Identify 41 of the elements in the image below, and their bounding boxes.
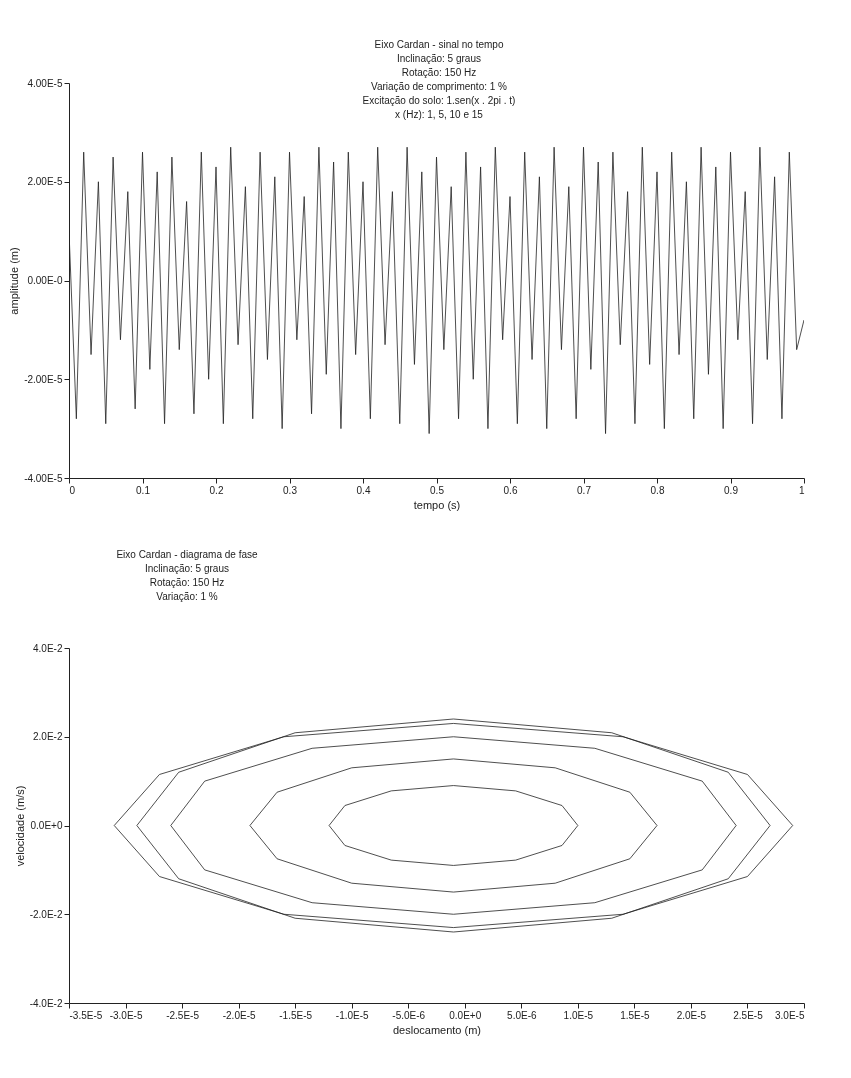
x-axis-title: deslocamento (m) [392, 1023, 482, 1036]
y-tick-label: -4.0E-2 [29, 997, 63, 1009]
x-tick-label: 2.0E-5 [676, 1009, 707, 1021]
x-tick-label: -2.0E-5 [222, 1009, 256, 1021]
y-tick-label: -4.00E-5 [24, 472, 63, 484]
x-tick-label: 0.5 [430, 484, 445, 496]
annotation: Eixo Cardan - sinal no tempo Inclinação: 5 graus Rotação: 150 Hz Variação de comprimento: 1 % Excitação do solo: 1.sen(x . 2pi . t) x (Hz): 1, 5, 10 e 15 [362, 39, 516, 120]
x-tick-label: 1.0E-5 [563, 1009, 594, 1021]
x-tick-label: 0.6 [503, 484, 518, 496]
x-tick-label: -1.0E-5 [335, 1009, 370, 1021]
y-tick-label: 4.00E-5 [27, 77, 63, 89]
y-tick-label: 2.00E-5 [27, 176, 63, 188]
x-tick-label: 5.0E-6 [507, 1009, 537, 1021]
x-tick-label: 0.8 [650, 484, 665, 496]
x-tick-label: 3.0E-5 [775, 1009, 805, 1021]
y-tick-label: -2.00E-5 [24, 373, 63, 385]
y-axis-title: velocidade (m/s) [13, 785, 26, 867]
y-tick-label: 4.0E-2 [33, 642, 63, 654]
x-tick-label: -1.5E-5 [279, 1009, 313, 1021]
x-tick-label: -3.5E-5 [69, 1009, 103, 1021]
x-tick-label: -5.0E-6 [392, 1009, 426, 1021]
y-tick-label: 0.0E+0 [30, 820, 63, 831]
y-tick-label: 2.0E-2 [33, 731, 63, 743]
x-axis-title: tempo (s) [413, 498, 461, 511]
x-tick-label: -2.5E-5 [166, 1009, 200, 1021]
x-tick-label: 0.1 [136, 484, 151, 496]
x-tick-label: 1.5E-5 [620, 1009, 651, 1021]
y-tick-label: -2.0E-2 [29, 908, 63, 920]
x-tick-label: 2.5E-5 [733, 1009, 764, 1021]
x-tick-label: 1 [798, 484, 805, 496]
x-tick-label: 0.2 [209, 484, 224, 496]
x-tick-label: 0.0E+0 [449, 1009, 482, 1021]
text: Eixo Cardan - diagrama de fase Inclinação: 5 graus Rotação: 150 Hz Variação: 1 % [116, 549, 259, 602]
y-tick-label: 0.00E-0 [27, 275, 63, 286]
y-axis-title: amplitude (m) [8, 247, 21, 315]
x-tick-label: 0.7 [577, 484, 592, 496]
x-tick-label: -3.0E-5 [109, 1009, 143, 1021]
x-tick-label: 0.3 [283, 484, 298, 496]
x-tick-label: 0 [69, 484, 76, 496]
x-tick-label: 0.9 [724, 484, 739, 496]
x-tick-label: 0.4 [356, 484, 371, 496]
